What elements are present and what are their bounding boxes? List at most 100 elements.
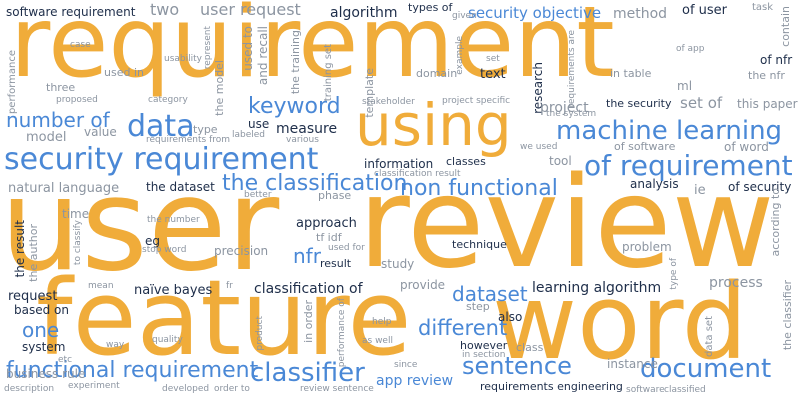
word: help (372, 317, 392, 327)
word: learning algorithm (532, 280, 662, 296)
word: classification result (374, 169, 461, 179)
word: different (418, 316, 508, 340)
word: number of (6, 108, 110, 132)
word: text (480, 67, 506, 82)
word: the number (147, 215, 200, 225)
word: requirements from (146, 135, 231, 145)
word: document (640, 354, 772, 384)
word: classifier (250, 358, 365, 388)
word: however (460, 339, 508, 352)
word: fr (226, 281, 233, 291)
word: eg (145, 234, 160, 248)
word: also (498, 310, 523, 324)
word: according to (769, 188, 782, 257)
word: description (4, 384, 55, 394)
word: word (492, 261, 748, 383)
word: class (516, 341, 544, 354)
word: case (70, 40, 91, 50)
word: we used (520, 142, 558, 152)
word: non functional (400, 176, 558, 201)
word: model (26, 130, 67, 145)
word: ie (694, 183, 706, 198)
word: the system (546, 109, 597, 119)
word: etc (58, 355, 73, 365)
word: stakeholder (362, 97, 415, 107)
word: study (381, 257, 415, 271)
word: feature (36, 257, 412, 379)
word: in table (610, 67, 652, 80)
word: of security (728, 180, 792, 194)
word: natural language (8, 181, 120, 196)
word: since (394, 360, 418, 370)
word: phase (318, 189, 352, 202)
word: proposed (56, 95, 98, 105)
word: the model (213, 60, 226, 116)
word: of word (724, 140, 769, 154)
word: analysis (630, 177, 679, 191)
word: classes (446, 155, 486, 168)
word: used to (241, 26, 255, 71)
word: classification of (254, 281, 363, 297)
word: process (709, 275, 763, 291)
word: of nfr (760, 53, 793, 67)
word: used for (328, 243, 365, 253)
word: user request (200, 0, 301, 19)
word: time (62, 207, 90, 221)
word: of software (614, 140, 676, 153)
word: functional requirement (6, 358, 259, 383)
word: experiment (68, 381, 120, 391)
word: requirements engineering (480, 380, 623, 393)
word: set (486, 54, 500, 64)
word: task (752, 2, 774, 13)
word: performance of (337, 298, 347, 368)
word: based on (14, 303, 69, 317)
word: requirement (10, 0, 615, 100)
word: type (193, 123, 218, 136)
word: app review (376, 373, 454, 389)
word: used in (104, 66, 144, 79)
word: system (22, 340, 66, 354)
word: developed (162, 384, 210, 394)
word: as well (362, 336, 393, 346)
word: naïve bayes (134, 283, 213, 298)
word: represent (203, 26, 213, 70)
word: type of (669, 258, 679, 290)
word: mean (88, 281, 114, 291)
word: two (150, 0, 180, 19)
word: approach (296, 216, 357, 231)
word: requirements are (567, 30, 577, 108)
word: performance (7, 50, 18, 115)
word: data set (704, 316, 715, 357)
word: and recall (256, 26, 270, 86)
word: result (320, 257, 352, 270)
word: use (248, 117, 270, 131)
word: category (148, 95, 188, 105)
word: provide (400, 278, 446, 292)
word: the dataset (146, 180, 215, 194)
word: algorithm (330, 5, 398, 21)
word: of requirement (584, 149, 793, 182)
word: project specific (442, 96, 511, 106)
word: domain (416, 67, 458, 80)
word: instance (607, 357, 658, 371)
word: one (22, 318, 60, 342)
word: the security (606, 97, 672, 110)
word: review sentence (300, 384, 374, 394)
word: nfr (293, 244, 321, 268)
word: stop word (142, 245, 187, 255)
word: data (127, 109, 195, 144)
word: business rule (6, 367, 86, 381)
word: training set (323, 44, 334, 102)
word: of user (682, 3, 728, 18)
word: set of (680, 94, 723, 112)
word: in section (462, 350, 506, 360)
word: dataset (452, 282, 528, 306)
word: review (358, 149, 775, 296)
word: technique (452, 238, 507, 251)
word: three (46, 81, 76, 94)
word: example (455, 36, 465, 75)
word: the classification (222, 171, 408, 196)
word: step (466, 300, 490, 313)
word: keyword (248, 94, 341, 119)
word: classified (664, 385, 706, 395)
